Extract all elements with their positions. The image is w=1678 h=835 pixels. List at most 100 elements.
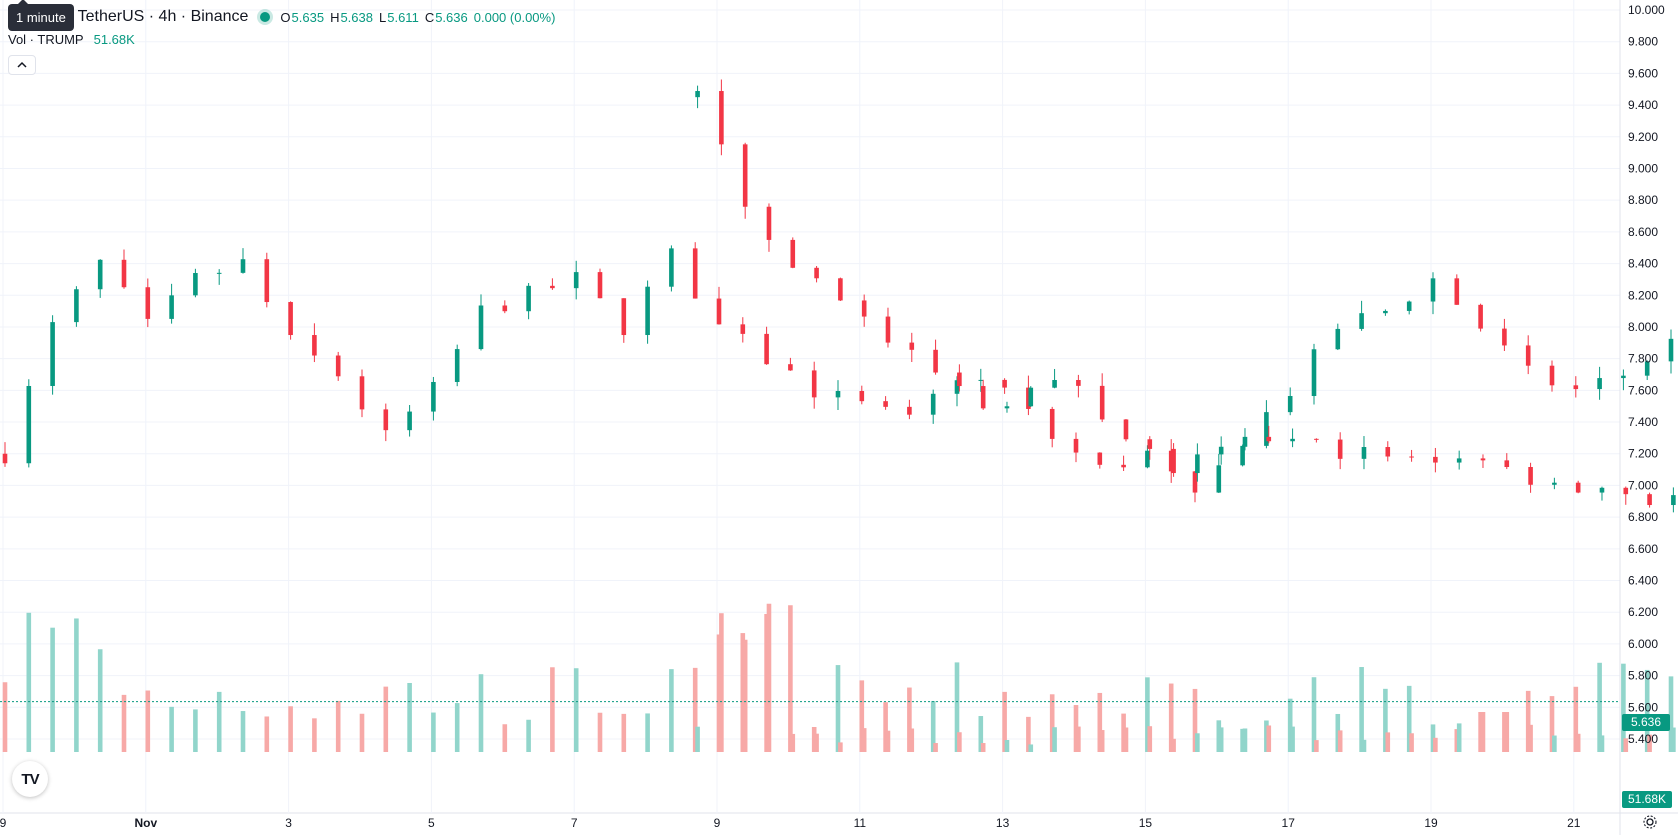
candle-body (1433, 456, 1438, 463)
volume-bar (695, 726, 700, 752)
candle-body (764, 333, 769, 365)
volume-bar (1216, 720, 1222, 752)
volume-bar (1668, 676, 1674, 752)
candle-body (1121, 464, 1126, 468)
candle-body (695, 91, 700, 98)
volume-bar (1171, 738, 1176, 752)
candle-body (1525, 345, 1531, 366)
close-value: 5.636 (435, 9, 468, 25)
candle-body (1359, 313, 1364, 329)
candle-body (1028, 387, 1034, 407)
volume-bar (957, 732, 962, 752)
candle-body (883, 401, 888, 407)
candle-body (50, 322, 55, 386)
candle-body (719, 91, 724, 145)
candle-body (1195, 454, 1200, 474)
candle-body (692, 248, 698, 299)
volume-legend-label[interactable]: Vol · TRUMP (8, 32, 84, 47)
volume-bar (933, 743, 938, 752)
volume-bar (407, 682, 412, 752)
candle-body (1168, 450, 1174, 472)
volume-bar (1671, 727, 1676, 752)
volume-bar (240, 711, 246, 752)
volume-bar (1359, 667, 1364, 752)
candle-body (1311, 349, 1317, 397)
candle-body (742, 144, 748, 207)
candle-body (980, 386, 986, 409)
volume-bar (2, 682, 8, 752)
time-tick-label: 15 (1139, 816, 1153, 830)
candle-body (1026, 387, 1031, 409)
candle-body (1409, 456, 1414, 458)
candle-body (1575, 482, 1581, 493)
volume-bar (431, 712, 436, 752)
candle-body (1337, 439, 1343, 459)
price-tick-label: 5.800 (1628, 669, 1658, 683)
time-axis[interactable]: 9Nov357911131517192123252729Dec35791113 (0, 816, 1678, 830)
candle-body (312, 335, 317, 356)
volume-bar (1502, 712, 1507, 752)
volume-bar (597, 712, 603, 752)
candle-body (1192, 471, 1198, 493)
chevron-up-icon (17, 61, 27, 68)
volume-bar (1004, 739, 1010, 752)
low-value: 5.611 (387, 9, 419, 25)
price-tick-label: 7.000 (1628, 478, 1658, 492)
price-tick-label: 6.000 (1628, 637, 1658, 651)
volume-bar (954, 662, 960, 752)
volume-bar (1218, 727, 1224, 752)
candle-body (1290, 438, 1295, 442)
chart-settings-button[interactable] (1640, 812, 1660, 832)
candle-body (716, 298, 722, 325)
volume-bar (1525, 690, 1531, 752)
candle-body (288, 302, 293, 336)
market-status-icon (260, 12, 271, 22)
candle-body (1171, 448, 1176, 474)
volume-legend-value: 51.68K (93, 32, 135, 47)
volume-bar (1549, 696, 1555, 752)
volume-bar (50, 627, 55, 752)
volume-bar (97, 649, 103, 752)
volume-bar (645, 713, 650, 752)
volume-bar (1099, 730, 1105, 752)
volume-bar (264, 716, 270, 752)
high-label: H (330, 9, 340, 25)
volume-bar (669, 669, 674, 752)
candle-body (1549, 365, 1555, 386)
price-tick-label: 8.000 (1628, 320, 1658, 334)
candle-body (1052, 380, 1057, 388)
volume-bar (383, 686, 389, 752)
volume-bar (74, 618, 79, 752)
candle-body (550, 285, 555, 289)
time-tick-label: 9 (714, 816, 721, 830)
volume-bar (1575, 733, 1581, 752)
volume-bar (1311, 677, 1317, 752)
volume-bar (909, 728, 915, 752)
candle-body (978, 379, 984, 381)
price-tick-label: 6.600 (1628, 542, 1658, 556)
low-label: L (379, 9, 387, 25)
ohlc-open: O5.635 (280, 10, 324, 25)
candle-body (1097, 452, 1103, 465)
candle-body (26, 385, 32, 464)
volume-bar (169, 706, 174, 752)
volume-bar (1647, 734, 1652, 752)
candle-body (1216, 465, 1222, 493)
tradingview-logo-icon[interactable]: TV (12, 761, 48, 797)
candle-body (240, 259, 246, 273)
collapse-legend-button[interactable] (8, 55, 36, 75)
close-label: C (424, 9, 435, 25)
volume-bar (1097, 692, 1103, 752)
volume-bar (145, 690, 151, 752)
candle-body (1314, 438, 1319, 440)
volume-bar (1240, 728, 1245, 752)
volume-bar (885, 730, 891, 752)
open-label: O (280, 9, 291, 25)
volume-bar (1385, 732, 1391, 752)
candle-body (1480, 458, 1486, 461)
volume-bar (1406, 685, 1412, 752)
price-tick-label: 8.400 (1628, 257, 1658, 271)
price-axis[interactable]: 10.000 9.800 9.600 9.400 9.200 9.000 8.800 8.60… (1628, 3, 1665, 746)
volume-bar (1337, 730, 1343, 752)
